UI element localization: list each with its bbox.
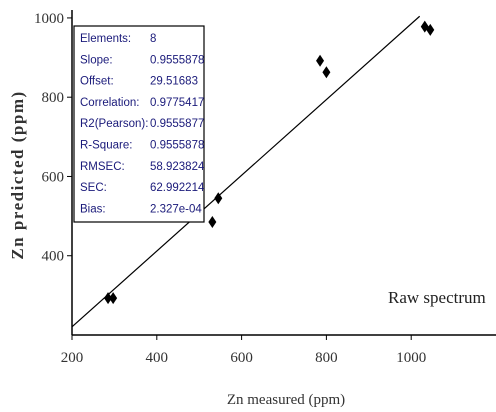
y-tick-label: 800	[42, 90, 65, 106]
stats-key: Correlation:	[80, 97, 139, 109]
stats-value: 29.51683	[150, 76, 198, 88]
y-axis-title: Zn predicted (ppm)	[8, 90, 27, 259]
data-point	[426, 23, 435, 36]
data-point	[214, 192, 223, 205]
stats-key: Offset:	[80, 76, 114, 88]
stats-key: SEC:	[80, 182, 107, 194]
data-point	[316, 54, 325, 67]
stats-value: 0.9555878	[150, 140, 204, 152]
stats-value: 58.923824	[150, 161, 205, 173]
y-tick-label: 400	[42, 249, 65, 265]
x-tick-label: 800	[315, 350, 338, 366]
x-tick-group: 200 400 600 800 1000	[61, 335, 426, 366]
x-axis-title: Zn measured (ppm)	[227, 392, 345, 408]
stats-key: R-Square:	[80, 140, 132, 152]
y-tick-label: 1000	[34, 11, 64, 27]
stats-box: Elements: 8 Slope: 0.9555878 Offset: 29.51683…	[73, 25, 205, 223]
raw-spectrum-label: Raw spectrum	[388, 288, 486, 307]
data-point	[208, 216, 217, 229]
stats-value: 2.327e-04	[150, 203, 202, 215]
stats-box-frame	[73, 25, 205, 223]
stats-value: 0.9555878	[150, 54, 204, 66]
stats-key: Slope:	[80, 54, 113, 66]
marker-group	[104, 20, 435, 305]
y-tick-group: 400 600 800 1000	[34, 11, 72, 265]
x-tick-label: 200	[61, 350, 84, 366]
stats-value: 8	[150, 33, 156, 45]
stats-key: R2(Pearson):	[80, 118, 148, 130]
stats-key: Bias:	[80, 203, 106, 215]
data-point	[420, 20, 429, 33]
stats-rows: Elements: 8 Slope: 0.9555878 Offset: 29.51683…	[80, 33, 205, 215]
data-point	[109, 292, 118, 305]
x-tick-label: 400	[146, 350, 169, 366]
y-tick-label: 600	[42, 169, 65, 185]
stats-key: Elements:	[80, 33, 131, 45]
x-tick-label: 600	[230, 350, 253, 366]
stats-value: 0.9555877	[150, 118, 204, 130]
stats-value: 62.992214	[150, 182, 205, 194]
x-tick-label: 1000	[396, 350, 426, 366]
data-point	[322, 66, 331, 79]
stats-value: 0.9775417	[150, 97, 204, 109]
stats-key: RMSEC:	[80, 161, 125, 173]
plot-area	[71, 10, 496, 336]
data-point	[104, 292, 113, 305]
regression-line	[71, 15, 421, 328]
